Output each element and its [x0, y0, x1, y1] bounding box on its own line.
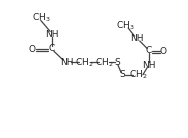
Text: O: O — [29, 45, 36, 54]
Text: NH: NH — [45, 30, 59, 39]
Text: NH: NH — [130, 34, 144, 43]
Text: S: S — [114, 58, 120, 67]
Text: CH$_2$: CH$_2$ — [95, 56, 113, 69]
Text: CH$_2$: CH$_2$ — [129, 68, 148, 81]
Text: C: C — [146, 47, 152, 55]
Text: S: S — [120, 70, 125, 79]
Text: NH: NH — [60, 58, 73, 67]
Text: O: O — [159, 47, 166, 56]
Text: NH: NH — [142, 61, 155, 70]
Text: CH$_3$: CH$_3$ — [116, 19, 135, 32]
Text: CH$_2$: CH$_2$ — [75, 56, 94, 69]
Text: CH$_3$: CH$_3$ — [32, 11, 50, 24]
Text: C: C — [49, 44, 55, 53]
